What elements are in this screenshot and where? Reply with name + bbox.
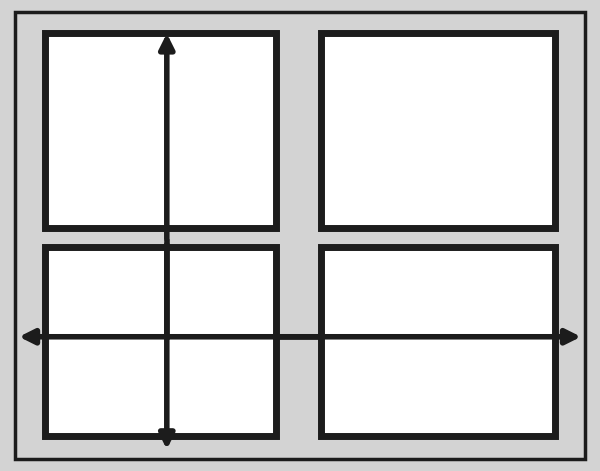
Bar (321, 247, 555, 436)
Bar (321, 33, 555, 228)
Bar (45, 33, 276, 228)
Bar (45, 247, 276, 436)
